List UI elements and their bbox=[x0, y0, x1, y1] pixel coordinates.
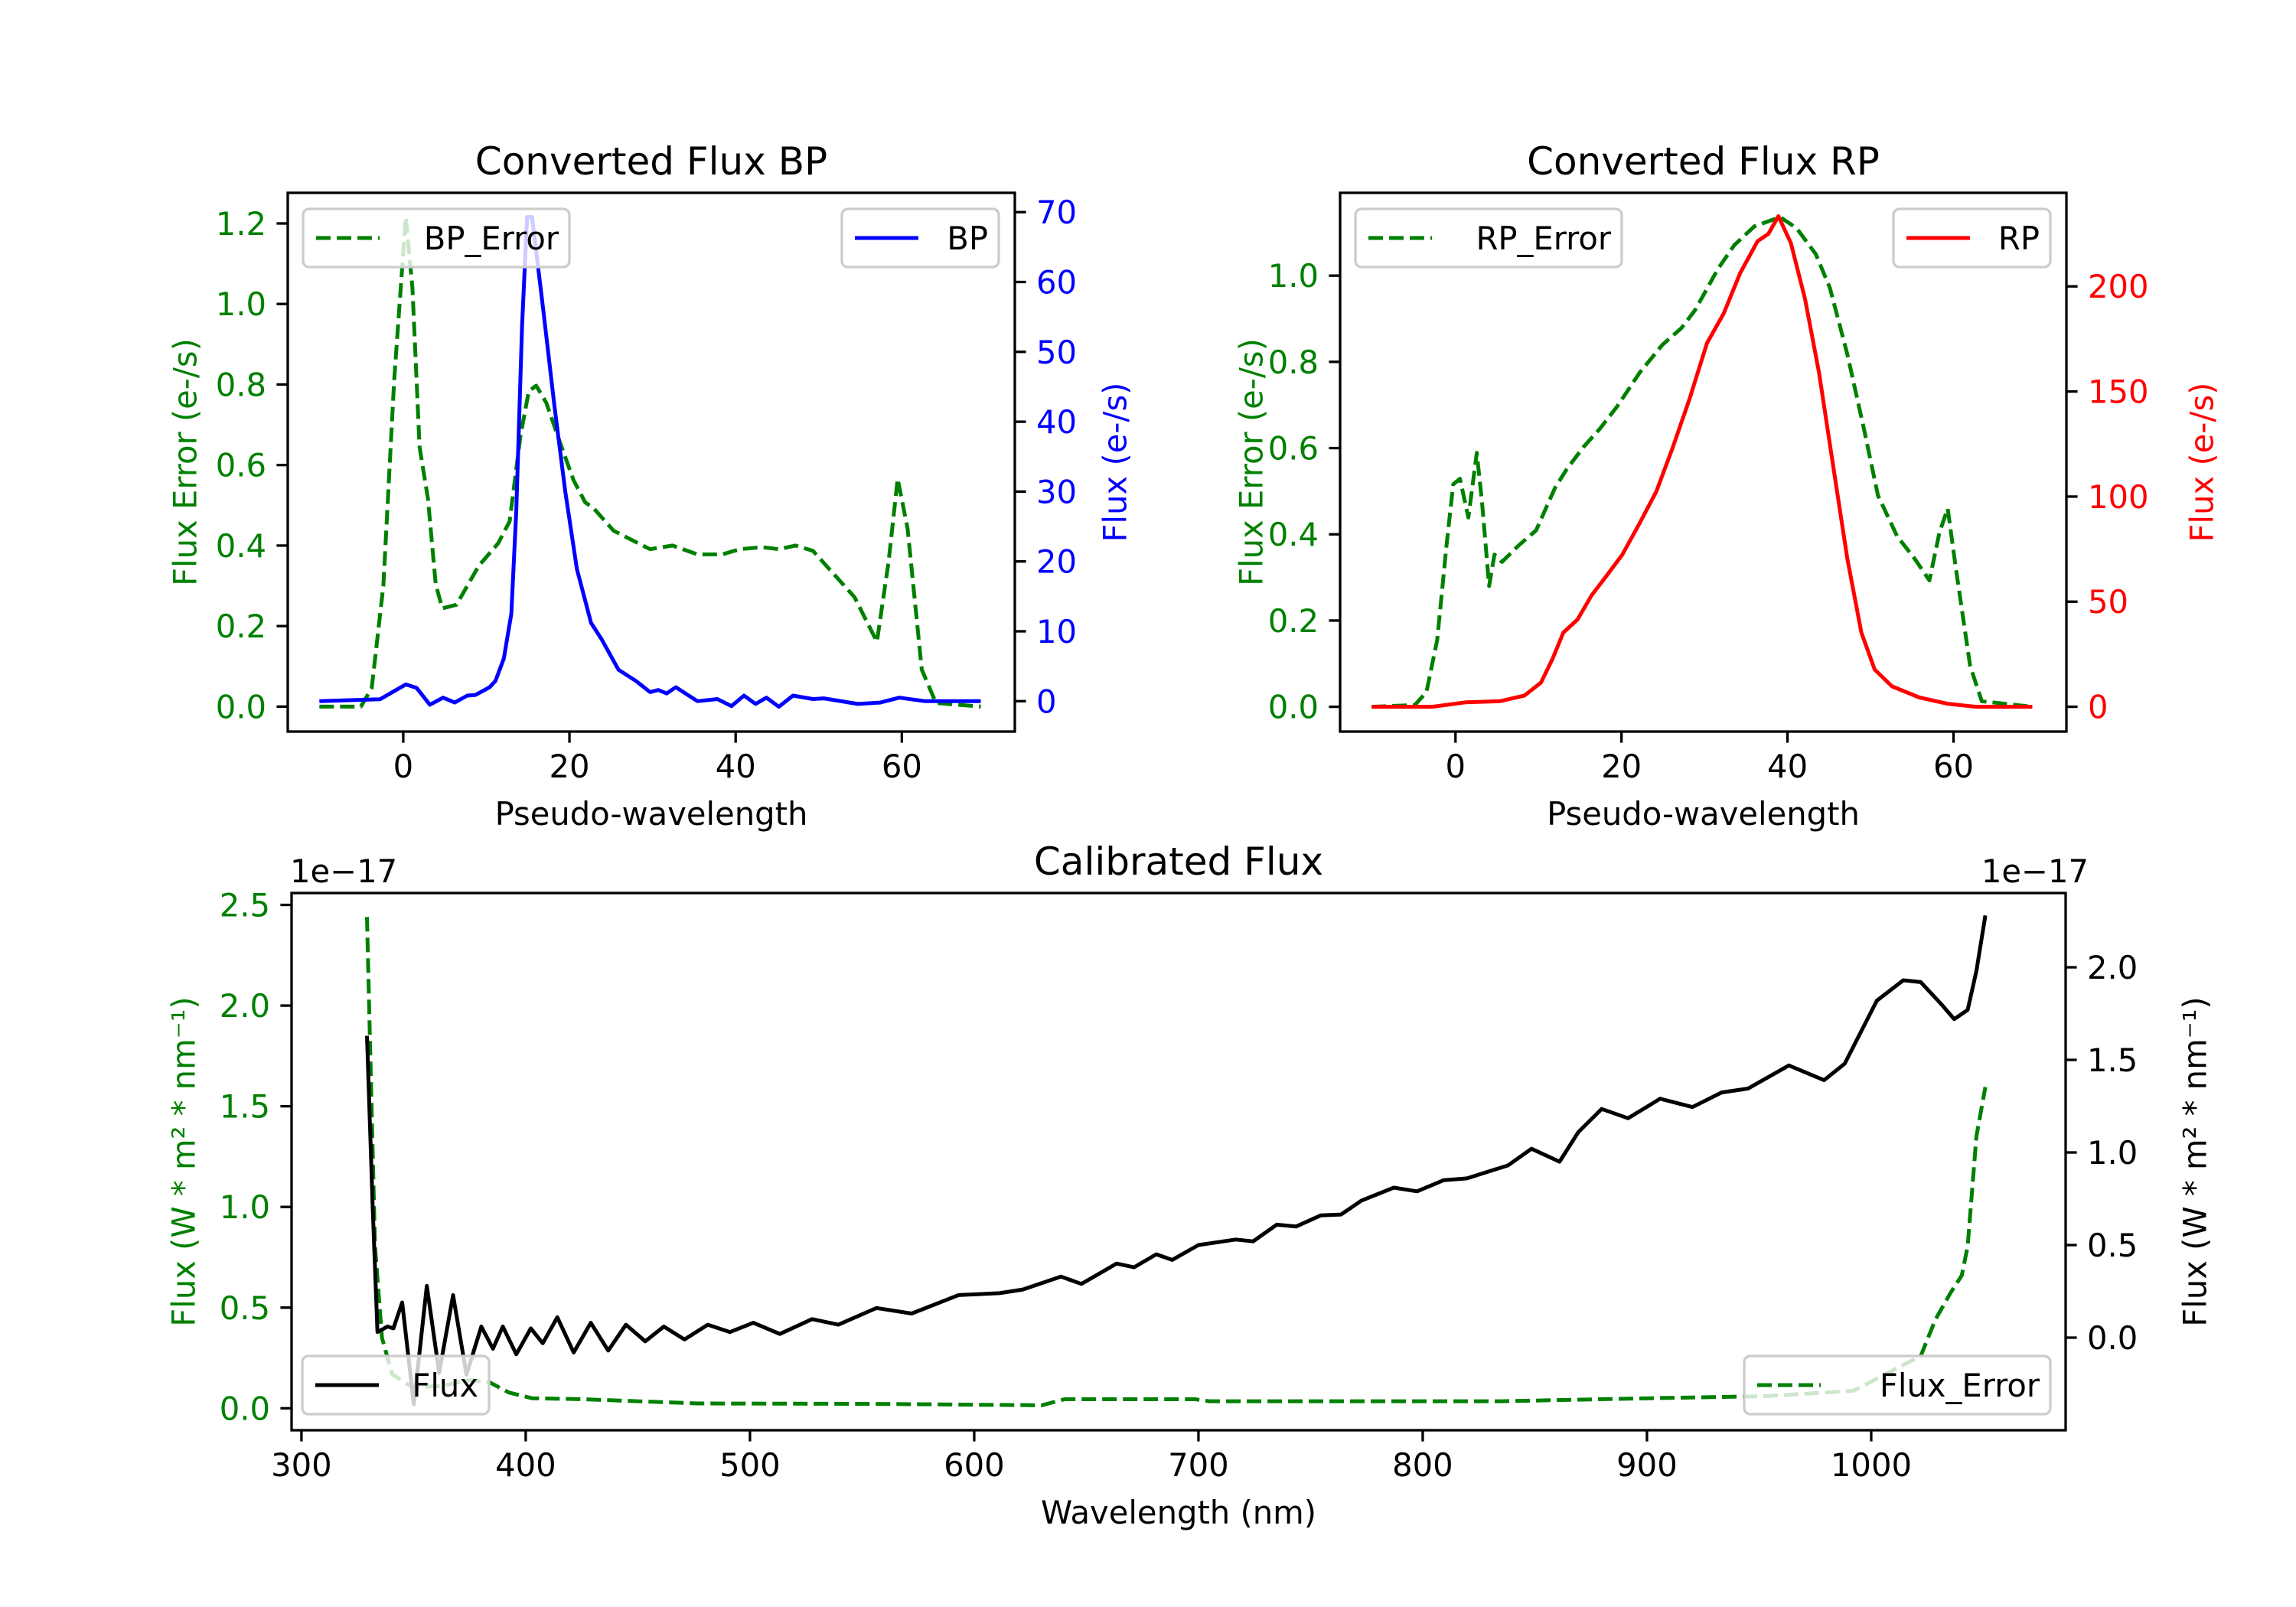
y-right-tick-label: 10 bbox=[1036, 613, 1077, 650]
x-axis-label: Pseudo-wavelength bbox=[495, 795, 808, 833]
y-left-tick-label: 0.4 bbox=[1268, 516, 1319, 553]
y-left-tick-label: 0.8 bbox=[1268, 344, 1319, 381]
y-left-tick-label: 0.2 bbox=[216, 608, 266, 645]
x-tick-label: 1000 bbox=[1831, 1446, 1912, 1484]
y-right-tick-label: 150 bbox=[2088, 373, 2149, 411]
y-left-offset-text: 1e−17 bbox=[290, 852, 397, 890]
legend-box bbox=[1354, 207, 1623, 269]
legend-rp: RP bbox=[1892, 207, 2052, 269]
legend-flux: Flux bbox=[301, 1354, 491, 1416]
x-tick-label: 500 bbox=[719, 1446, 781, 1484]
y-left-tick-label: 2.5 bbox=[220, 887, 270, 924]
legend-box bbox=[1743, 1354, 2052, 1416]
y-right-axis-label: Flux (e-/s) bbox=[2183, 383, 2221, 543]
y-right-tick-label: 100 bbox=[2088, 478, 2149, 516]
y-right-tick-label: 2.0 bbox=[2087, 949, 2138, 986]
legend-box bbox=[302, 207, 571, 269]
y-left-tick-label: 1.0 bbox=[220, 1188, 270, 1226]
y-left-axis-label: Flux Error (e-/s) bbox=[167, 338, 204, 586]
y-right-tick-label: 1.0 bbox=[2087, 1134, 2138, 1172]
series-line-rp bbox=[1371, 214, 2033, 709]
axes-frame bbox=[1339, 191, 2068, 733]
y-left-tick-label: 0.2 bbox=[1268, 602, 1319, 640]
x-tick-label: 20 bbox=[550, 748, 590, 785]
x-tick-label: 20 bbox=[1601, 748, 1642, 785]
legend-label: BP bbox=[947, 220, 988, 257]
cal-title: Calibrated Flux bbox=[1034, 839, 1323, 884]
series-line-flux bbox=[365, 914, 1988, 1407]
y-left-tick-label: 0.0 bbox=[216, 688, 266, 725]
y-left-axis-label: Flux (W * m² * nm⁻¹) bbox=[165, 996, 203, 1326]
legend-label: Flux bbox=[412, 1367, 478, 1404]
series-line-bp-error bbox=[319, 215, 981, 709]
legend-label: BP_Error bbox=[424, 220, 559, 257]
x-tick-label: 900 bbox=[1616, 1446, 1678, 1484]
legend-flux-error: Flux_Error bbox=[1743, 1354, 2052, 1416]
y-right-tick-label: 0 bbox=[1036, 683, 1057, 720]
y-left-tick-label: 1.0 bbox=[1268, 257, 1319, 295]
y-left-tick-label: 0.4 bbox=[216, 527, 266, 565]
y-right-axis-label: Flux (e-/s) bbox=[1097, 383, 1134, 543]
y-right-tick-label: 60 bbox=[1036, 263, 1077, 301]
x-tick-label: 400 bbox=[495, 1446, 556, 1484]
y-left-tick-label: 1.5 bbox=[220, 1088, 270, 1126]
series-line-flux-error bbox=[365, 917, 1988, 1407]
x-tick-label: 600 bbox=[944, 1446, 1005, 1484]
legend-rp-error: RP_Error bbox=[1354, 207, 1623, 269]
legend-label: RP_Error bbox=[1476, 220, 1611, 257]
x-tick-label: 40 bbox=[1767, 748, 1808, 785]
x-axis-label: Wavelength (nm) bbox=[1041, 1494, 1316, 1531]
legend-box bbox=[301, 1354, 491, 1416]
legend-bp: BP bbox=[840, 207, 1000, 269]
legend-label: RP bbox=[1998, 220, 2040, 257]
y-right-tick-label: 200 bbox=[2088, 268, 2149, 305]
x-axis-label: Pseudo-wavelength bbox=[1547, 795, 1860, 833]
cal-chart: Calibrated Flux 300 400 500 600 700 800 900 1000… bbox=[165, 839, 2214, 1531]
y-right-tick-label: 1.5 bbox=[2087, 1041, 2138, 1079]
y-right-tick-label: 20 bbox=[1036, 543, 1077, 581]
x-tick-label: 800 bbox=[1392, 1446, 1453, 1484]
series-line-bp bbox=[319, 215, 981, 709]
axes-frame bbox=[286, 191, 1016, 733]
y-right-axis-label: Flux (W * m² * nm⁻¹) bbox=[2177, 996, 2214, 1326]
rp-title: Converted Flux RP bbox=[1527, 139, 1880, 184]
x-tick-label: 60 bbox=[1933, 748, 1974, 785]
y-left-tick-label: 1.0 bbox=[216, 285, 266, 323]
y-right-tick-label: 50 bbox=[1036, 334, 1077, 371]
legend-box bbox=[1892, 207, 2052, 269]
y-right-tick-label: 0.5 bbox=[2087, 1227, 2138, 1264]
legend-box bbox=[840, 207, 1000, 269]
legend-bp-error: BP_Error bbox=[302, 207, 571, 269]
axes-frame bbox=[290, 892, 2067, 1432]
y-right-tick-label: 30 bbox=[1036, 473, 1077, 510]
x-tick-label: 0 bbox=[393, 748, 414, 785]
y-left-axis-label: Flux Error (e-/s) bbox=[1233, 338, 1270, 586]
y-left-tick-label: 2.0 bbox=[220, 987, 270, 1025]
y-right-offset-text: 1e−17 bbox=[1981, 852, 2089, 890]
x-tick-label: 60 bbox=[882, 748, 922, 785]
y-right-tick-label: 40 bbox=[1036, 403, 1077, 441]
y-left-tick-label: 0.5 bbox=[220, 1289, 270, 1327]
y-left-tick-label: 0.8 bbox=[216, 366, 266, 403]
y-right-tick-label: 70 bbox=[1036, 194, 1077, 231]
bp-chart: Converted Flux BP 0 20 40 60 0.0 0.2 0.4 0.6 0.8 1… bbox=[167, 139, 1134, 833]
rp-chart: Converted Flux RP 0 20 40 60 0.0 0.2 0.4 0.6 0.8 1… bbox=[1233, 139, 2221, 833]
legend-label: Flux_Error bbox=[1880, 1367, 2040, 1404]
y-right-tick-label: 0 bbox=[2088, 689, 2108, 726]
y-left-tick-label: 0.0 bbox=[1268, 689, 1319, 726]
x-tick-label: 700 bbox=[1168, 1446, 1229, 1484]
x-tick-label: 0 bbox=[1445, 748, 1466, 785]
x-tick-label: 40 bbox=[716, 748, 756, 785]
y-right-tick-label: 50 bbox=[2088, 583, 2128, 621]
y-right-tick-label: 0.0 bbox=[2087, 1319, 2138, 1357]
y-left-tick-label: 1.2 bbox=[216, 205, 266, 243]
x-tick-label: 300 bbox=[271, 1446, 332, 1484]
bp-title: Converted Flux BP bbox=[475, 139, 827, 184]
series-line-rp-error bbox=[1371, 215, 2033, 709]
y-left-tick-label: 0.6 bbox=[1268, 430, 1319, 468]
y-left-tick-label: 0.6 bbox=[216, 447, 266, 484]
y-left-tick-label: 0.0 bbox=[220, 1390, 270, 1427]
